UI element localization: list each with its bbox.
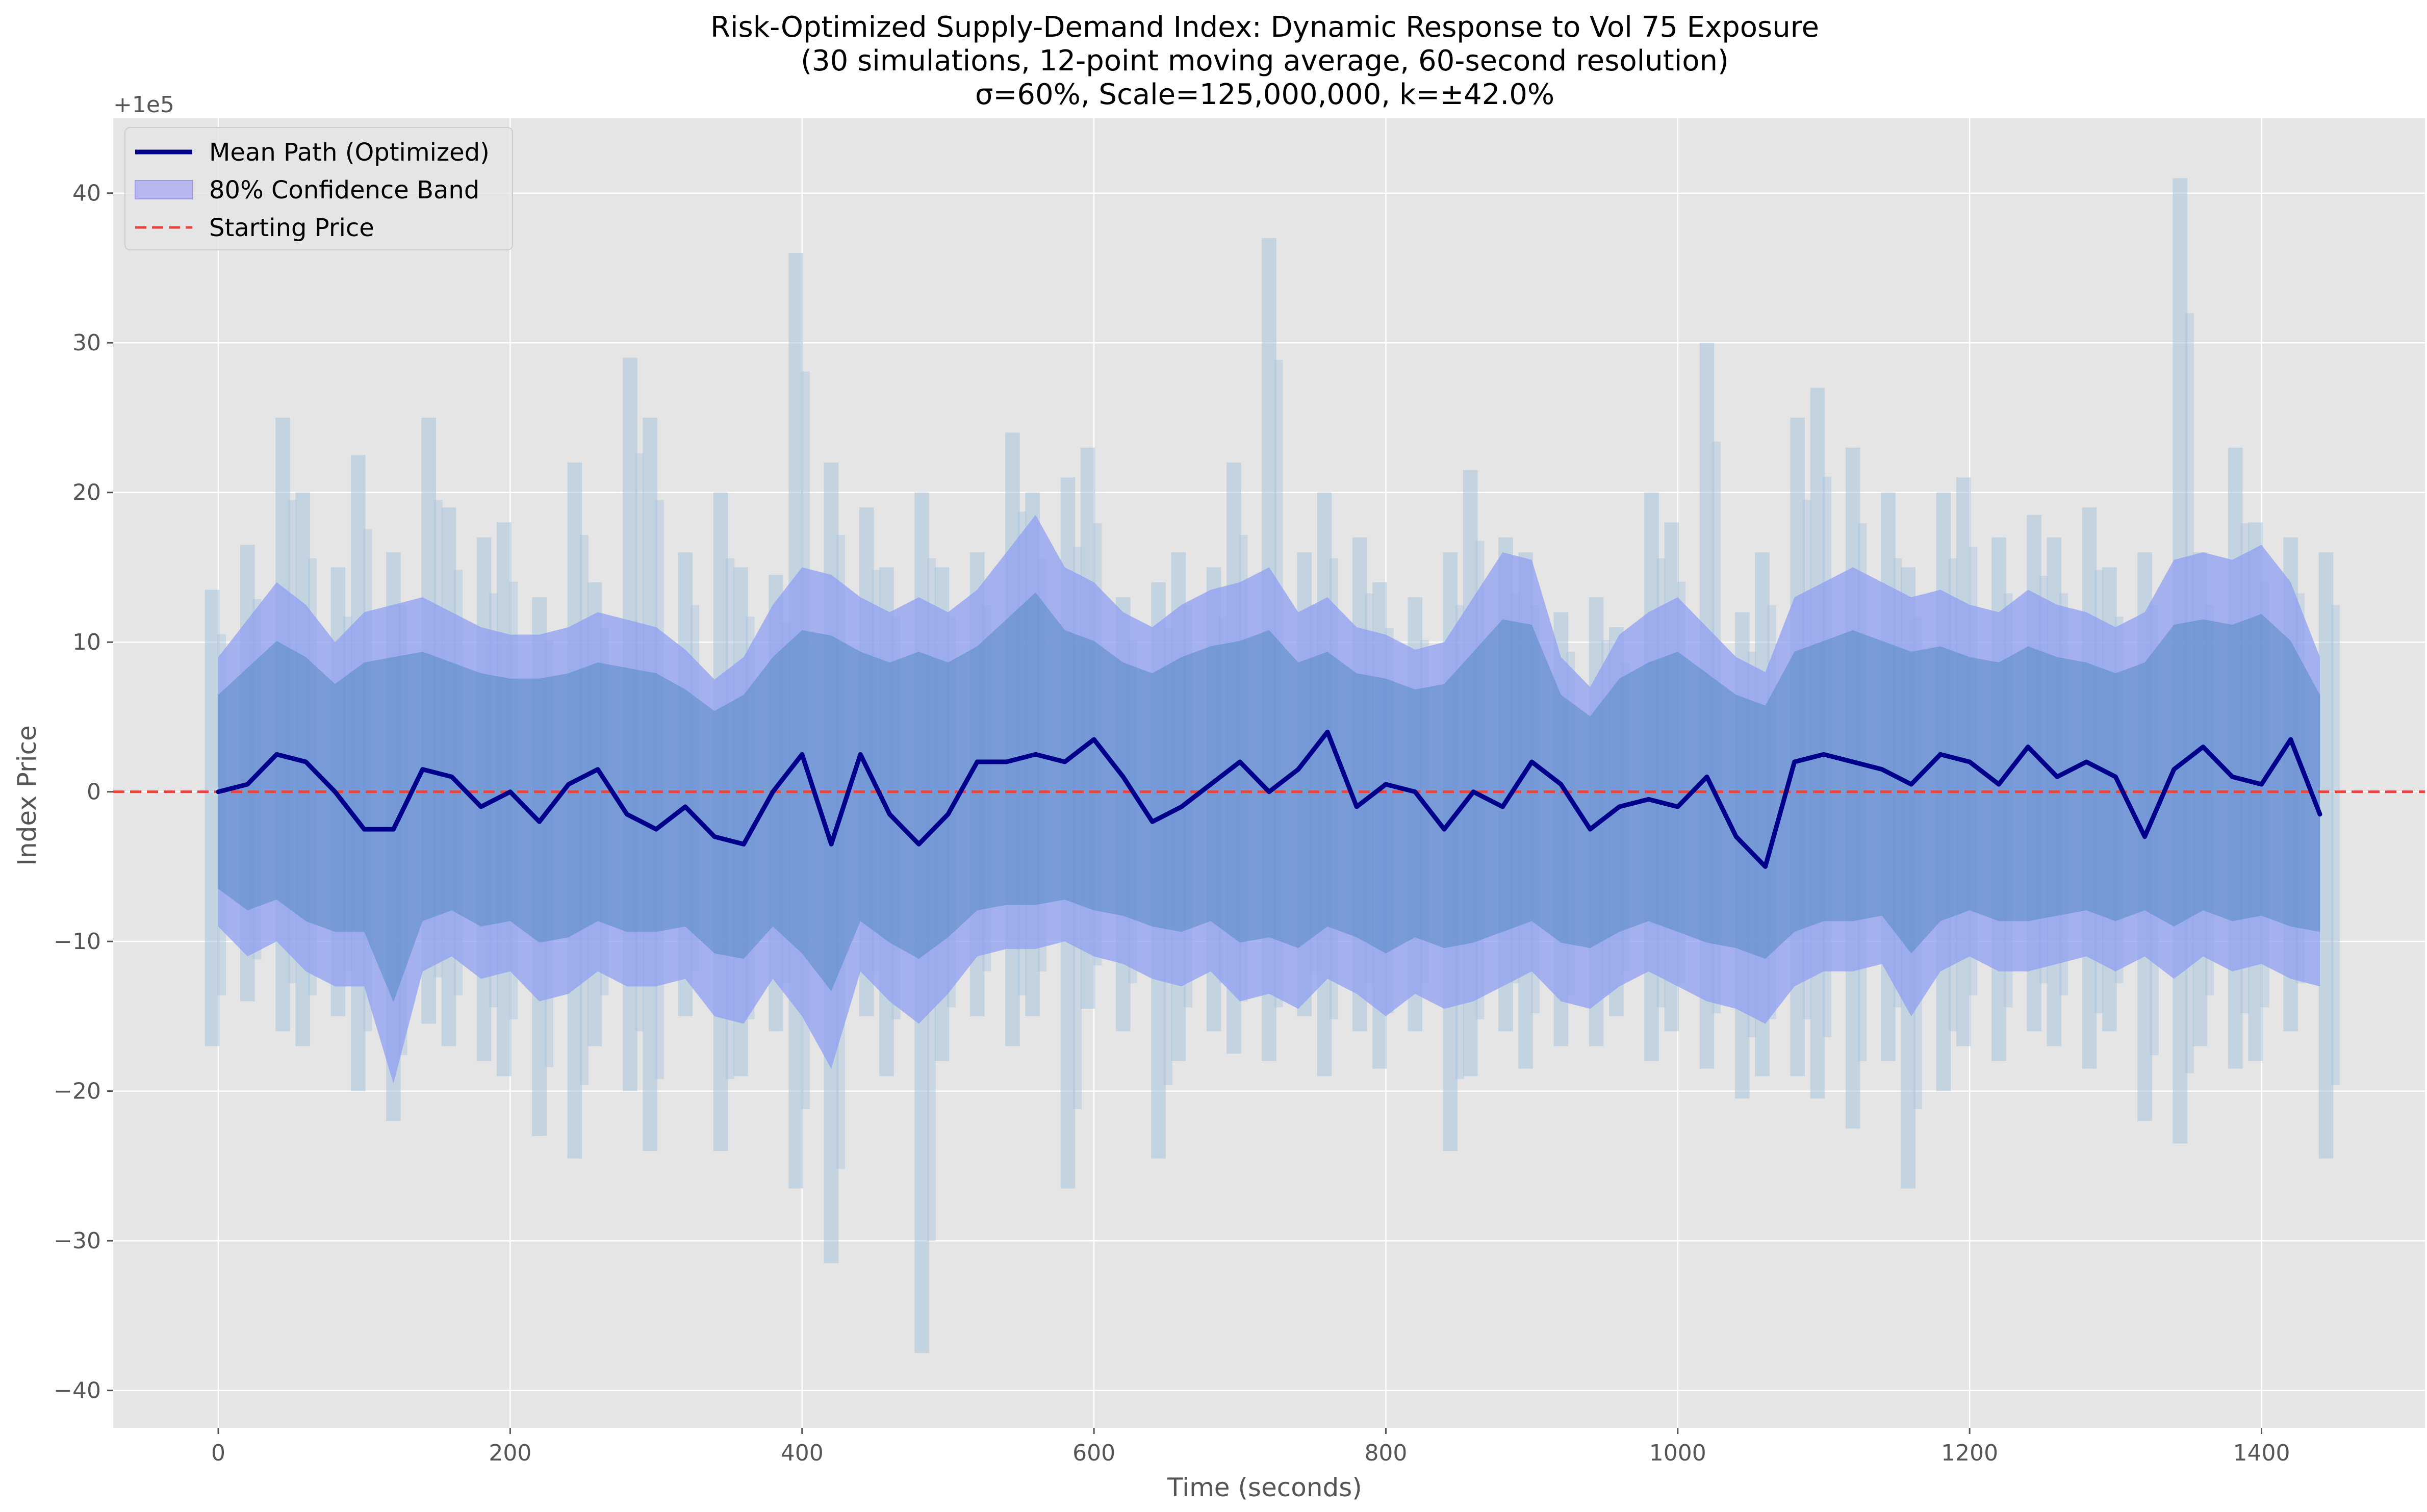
chart-title: Risk-Optimized Supply-Demand Index: Dyna… [710,11,1819,111]
x-tick-label: 400 [781,1440,824,1466]
chart-title-line-2: (30 simulations, 12-point moving average… [801,44,1729,78]
y-tick-label: 0 [87,779,101,805]
x-tick-label: 200 [489,1440,531,1466]
x-axis-ticks: 0 200 400 600 800 1000 1200 1400 [211,1428,2290,1466]
x-axis-label: Time (seconds) [1167,1473,1362,1502]
simulation-envelope-bar [2331,605,2340,1085]
plot-area [113,118,2425,1428]
y-tick-label: −10 [54,929,101,955]
y-tick-label: 10 [72,629,101,655]
y-tick-label: −30 [54,1228,101,1254]
mean-path-line [216,729,2322,869]
chart-title-line-3: σ=60%, Scale=125,000,000, k=±42.0% [975,78,1554,111]
x-tick-label: 1200 [1941,1440,1998,1466]
legend: Mean Path (Optimized) 80% Confidence Band… [124,127,513,250]
y-tick-label: −40 [54,1378,101,1404]
legend-label: Starting Price [209,214,374,242]
legend-swatch-confidence-band [135,180,193,199]
simulation-envelope-bar [205,590,220,1046]
legend-label: Mean Path (Optimized) [209,138,490,167]
y-tick-label: −20 [54,1079,101,1105]
x-tick-label: 800 [1364,1440,1407,1466]
legend-box [124,127,513,250]
x-tick-label: 0 [211,1440,225,1466]
y-tick-label: 30 [72,330,101,356]
y-tick-label: 40 [72,181,101,207]
x-tick-label: 1400 [2233,1440,2290,1466]
legend-label: 80% Confidence Band [209,176,479,204]
x-tick-label: 1000 [1649,1440,1706,1466]
y-tick-label: 20 [72,480,101,506]
y-axis-ticks: −40 −30 −20 −10 0 10 20 30 40 [54,181,113,1404]
y-axis-label: Index Price [12,725,42,866]
simulation-envelope-bar [2318,552,2334,1159]
confidence-band-core [218,592,2320,1002]
x-tick-label: 600 [1072,1440,1115,1466]
y-axis-offset-label: +1e5 [113,92,174,118]
chart-title-line-1: Risk-Optimized Supply-Demand Index: Dyna… [710,11,1819,44]
